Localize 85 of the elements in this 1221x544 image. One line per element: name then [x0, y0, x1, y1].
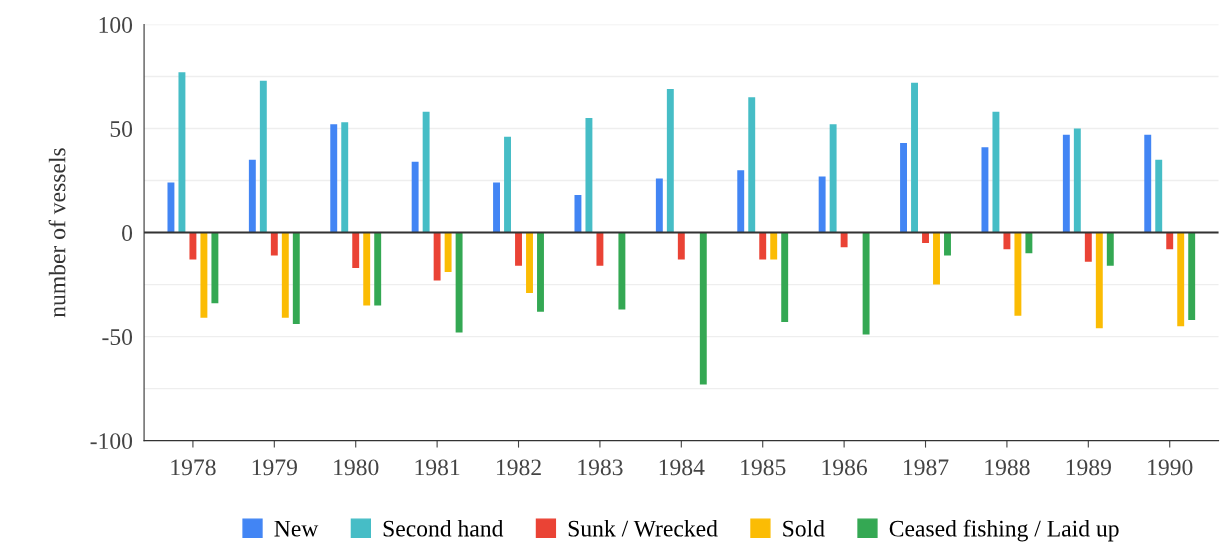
x-tick-label: 1988: [985, 459, 1030, 476]
bar: [1084, 232, 1092, 262]
bar: [493, 182, 500, 233]
bar: [1106, 232, 1114, 266]
bar: [900, 143, 907, 233]
x-tick-label: 1978: [171, 459, 216, 476]
bar: [1155, 159, 1163, 233]
bar: [618, 232, 626, 310]
bar: [1144, 134, 1152, 233]
x-tick-label: 1984: [659, 459, 705, 476]
bar: [189, 232, 197, 260]
x-tick-label: 1982: [496, 459, 541, 476]
bar: [781, 232, 789, 323]
bar: [411, 161, 419, 233]
bar: [526, 232, 533, 293]
y-tick-label: 0: [122, 225, 133, 241]
bar: [211, 232, 219, 304]
bar: [178, 72, 186, 233]
bar: [596, 232, 604, 266]
bar: [818, 176, 826, 233]
bar: [1188, 232, 1196, 320]
bar: [666, 88, 674, 233]
bar: [444, 232, 452, 273]
bar: [537, 232, 544, 312]
bar: [911, 82, 918, 233]
bar: [422, 111, 430, 233]
y-tick-label: 100: [99, 16, 133, 33]
bar: [585, 118, 593, 233]
legend-label: New: [274, 520, 319, 537]
y-axis-title: number of vessels: [48, 148, 66, 318]
x-tick-label: 1983: [578, 459, 623, 476]
x-tick-label: 1979: [252, 459, 297, 476]
bar: [1177, 232, 1185, 327]
bar: [248, 159, 256, 233]
bar: [759, 232, 767, 260]
bar: [992, 111, 1000, 233]
x-tick-label: 1980: [334, 459, 379, 476]
bar: [1003, 232, 1011, 250]
bar: [699, 232, 707, 385]
bar: [1014, 232, 1022, 316]
legend-label: Second hand: [383, 520, 504, 537]
x-tick-label: 1987: [903, 459, 949, 476]
y-tick-label: -100: [90, 433, 133, 450]
bar: [1166, 232, 1174, 250]
bar: [515, 232, 522, 266]
bar: [292, 232, 300, 325]
bar: [281, 232, 289, 318]
bar: [1073, 128, 1081, 233]
bar: [1025, 232, 1033, 254]
bar: [455, 232, 463, 333]
bar: [270, 232, 278, 256]
bar: [167, 182, 175, 233]
bar: [1062, 134, 1070, 233]
bar: [829, 124, 837, 233]
bar: [862, 232, 870, 335]
bar: [259, 80, 267, 233]
bar: [770, 232, 778, 260]
bar: [374, 232, 382, 306]
bar: [655, 178, 663, 233]
x-tick-label: 1986: [822, 459, 868, 476]
bar: [574, 195, 582, 233]
bar: [1095, 232, 1103, 329]
bar: [981, 147, 989, 233]
bar: [748, 97, 756, 233]
legend-label: Sold: [783, 520, 825, 537]
bar: [363, 232, 371, 306]
y-tick-label: 50: [110, 121, 133, 137]
x-tick-label: 1990: [1148, 459, 1193, 476]
bar: [933, 232, 940, 285]
bar: [352, 232, 360, 268]
bar: [840, 232, 848, 248]
x-tick-label: 1981: [415, 459, 460, 476]
bar: [341, 122, 349, 233]
x-tick-label: 1989: [1066, 459, 1111, 476]
bar: [677, 232, 685, 260]
x-tick-label: 1985: [741, 459, 786, 476]
legend-label: Sunk / Wrecked: [568, 520, 718, 537]
bar: [200, 232, 208, 318]
bar: [433, 232, 441, 281]
bar: [737, 170, 745, 233]
bar: [504, 136, 511, 233]
legend-label: Ceased fishing / Laid up: [889, 519, 1119, 542]
bar: [330, 124, 338, 233]
bar: [944, 232, 951, 256]
y-tick-label: -50: [102, 329, 133, 346]
